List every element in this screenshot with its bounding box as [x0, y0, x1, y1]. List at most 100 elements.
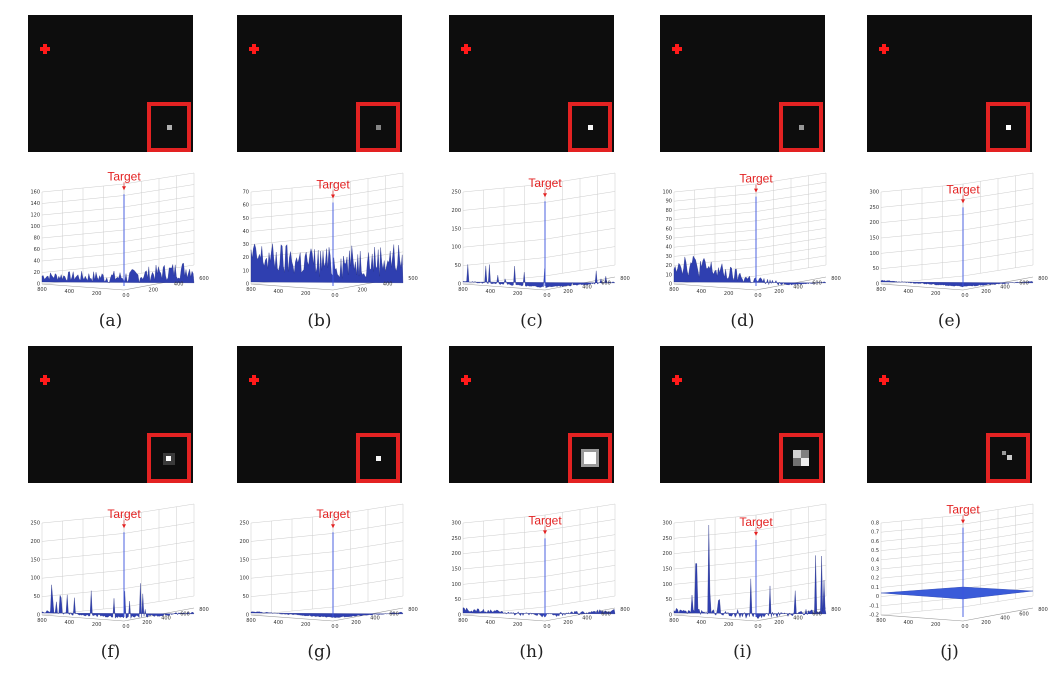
panel-caption: (h) [519, 642, 544, 662]
y-tick-label: 400 [582, 616, 592, 622]
y-tick-label: 0 [965, 624, 968, 630]
x-tick-label: 400 [65, 289, 75, 295]
target-bounding-box [779, 433, 823, 483]
y-tick-label: 400 [174, 282, 184, 288]
infrared-frame-g [237, 346, 402, 483]
z-tick-label: 100 [239, 576, 249, 582]
z-tick-label: 0 [37, 282, 40, 288]
z-tick-label: 200 [869, 220, 879, 226]
x-tick-label: 0 [331, 624, 334, 630]
target-arrow-icon [543, 530, 547, 535]
z-tick-label: 30 [666, 254, 672, 260]
x-tick-label: 800 [458, 618, 468, 624]
z-tick-label: 40 [34, 259, 40, 265]
z-tick-label: 40 [243, 229, 249, 235]
y-tick-label: 400 [793, 616, 803, 622]
z-tick-label: 200 [30, 539, 40, 545]
y-tick-label: 0 [335, 293, 338, 299]
infrared-frame-c [449, 15, 614, 152]
y-tick-label: 800 [1038, 607, 1048, 613]
x-tick-label: 200 [931, 291, 941, 297]
target-spot [376, 456, 381, 461]
y-tick-label: 600 [1019, 280, 1029, 286]
z-tick-label: 20 [243, 255, 249, 261]
x-tick-label: 400 [904, 289, 914, 295]
red-cross-marker-icon [461, 44, 471, 54]
target-label: Target [739, 515, 773, 529]
z-tick-label: 10 [666, 272, 672, 278]
target-bounding-box [356, 433, 400, 483]
target-label: Target [739, 172, 773, 186]
z-tick-label: 150 [662, 567, 672, 573]
red-cross-marker-icon [249, 375, 259, 385]
y-tick-label: 400 [1000, 616, 1010, 622]
target-arrow-icon [331, 524, 335, 529]
y-tick-label: 600 [812, 280, 822, 286]
x-tick-label: 200 [92, 291, 102, 297]
z-tick-label: 200 [662, 551, 672, 557]
z-tick-label: 90 [666, 199, 672, 205]
target-bounding-box [986, 102, 1030, 152]
y-tick-label: 0 [758, 293, 761, 299]
y-tick-label: 800 [199, 607, 209, 613]
y-tick-label: 200 [981, 289, 991, 295]
surface-plot-i: 300 250 200 150 100 50 0 Target 800 400 200 0 0 200 40… [660, 501, 856, 633]
z-tick-label: 0 [37, 613, 40, 619]
z-tick-label: 50 [455, 597, 461, 603]
panel-caption: (e) [937, 311, 962, 331]
x-tick-label: 0 [754, 293, 757, 299]
y-tick-label: 800 [831, 276, 841, 282]
z-tick-label: 250 [451, 190, 461, 196]
target-bounding-box [779, 102, 823, 152]
z-tick-label: 20 [34, 270, 40, 276]
target-spot [793, 458, 801, 466]
target-spot [167, 125, 172, 130]
panel-caption: (f) [100, 642, 121, 662]
z-tick-label: 10 [243, 268, 249, 274]
z-tick-label: 50 [666, 597, 672, 603]
clutter-surface [250, 611, 404, 618]
y-tick-label: 0 [126, 293, 129, 299]
infrared-frame-a [28, 15, 193, 152]
target-arrow-icon [754, 188, 758, 193]
z-tick-label: 0.1 [871, 585, 879, 591]
red-cross-marker-icon [249, 44, 259, 54]
y-tick-label: 400 [370, 616, 380, 622]
z-tick-label: 60 [243, 203, 249, 209]
panel-caption: (c) [520, 311, 543, 331]
z-tick-label: -0.2 [869, 613, 879, 619]
y-tick-label: 400 [1000, 285, 1010, 291]
x-tick-label: 0 [961, 624, 964, 630]
x-tick-label: 0 [543, 624, 546, 630]
target-label: Target [528, 513, 562, 527]
target-label: Target [316, 178, 350, 192]
target-arrow-icon [331, 194, 335, 199]
y-tick-label: 0 [965, 293, 968, 299]
red-cross-marker-icon [461, 375, 471, 385]
x-tick-label: 400 [904, 620, 914, 626]
y-tick-label: 0 [547, 293, 550, 299]
z-tick-label: 150 [239, 557, 249, 563]
z-tick-label: 0 [876, 282, 879, 288]
y-tick-label: 200 [981, 620, 991, 626]
z-tick-label: 50 [873, 266, 879, 272]
z-tick-label: 0 [246, 613, 249, 619]
z-tick-label: 0.8 [871, 521, 879, 527]
z-tick-label: 0 [458, 613, 461, 619]
target-label: Target [528, 176, 562, 190]
x-tick-label: 400 [274, 289, 284, 295]
z-tick-label: 0.2 [871, 576, 879, 582]
target-arrow-icon [754, 531, 758, 536]
surface-plot-c: 250 200 150 100 50 0 Target 800 400 200 0 0 200 400 60… [449, 170, 645, 302]
red-cross-marker-icon [672, 44, 682, 54]
target-spot [1006, 125, 1011, 130]
red-cross-marker-icon [879, 375, 889, 385]
y-tick-label: 600 [389, 611, 399, 617]
floor-edge [41, 283, 125, 291]
red-cross-marker-icon [672, 375, 682, 385]
target-label: Target [946, 182, 980, 196]
z-tick-label: 50 [243, 216, 249, 222]
